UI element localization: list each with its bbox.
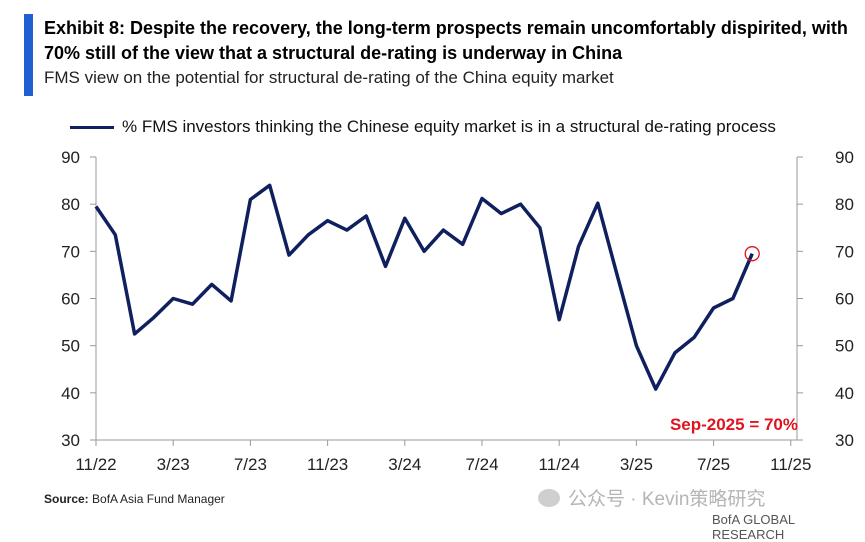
series-line [94,183,754,391]
y-tick-label-left: 60 [61,290,80,309]
x-tick-label: 11/23 [307,455,348,474]
y-tick-label-right: 60 [835,290,854,309]
y-tick-label-left: 70 [61,242,80,261]
y-tick-label-right: 80 [835,195,854,214]
source-text: BofA Asia Fund Manager [92,492,225,506]
x-tick-label: 3/24 [388,455,421,474]
y-tick-label-left: 80 [61,195,80,214]
x-tick-label: 7/25 [697,455,730,474]
chart-annotation: Sep-2025 = 70% [670,415,798,434]
y-tick-label-left: 40 [61,384,80,403]
highlight-marker [744,246,760,262]
source-label: Source: [44,492,89,506]
source-note: Source: BofA Asia Fund Manager [44,492,225,506]
tick-labels: 30 30 40 40 50 50 60 60 70 70 80 80 90 90 11/22 3/23 7/2… [61,148,854,474]
chart-axes [90,156,803,446]
legend-swatch [70,125,114,129]
x-tick-label: 7/24 [465,455,498,474]
x-tick-label: 7/23 [234,455,267,474]
y-tick-label-left: 90 [61,148,80,167]
x-tick-label: 11/22 [75,455,116,474]
y-tick-label-left: 50 [61,337,80,356]
chart-subtitle: FMS view on the potential for structural… [44,68,614,87]
legend: % FMS investors thinking the Chinese equ… [70,117,776,137]
y-tick-label-right: 30 [835,431,854,450]
wechat-icon [538,488,560,507]
brand-text: BofA GLOBAL RESEARCH [712,512,795,542]
x-tick-label: 3/25 [620,455,653,474]
y-tick-label-left: 30 [61,431,80,450]
x-tick-label: 11/24 [539,455,580,474]
chart-title: Exhibit 8: Despite the recovery, the lon… [44,18,848,63]
watermark-text: 公众号 · Kevin策略研究 [568,489,766,510]
y-tick-label-right: 40 [835,384,854,403]
y-tick-label-right: 70 [835,242,854,261]
y-tick-label-right: 50 [835,337,854,356]
legend-label: % FMS investors thinking the Chinese equ… [122,117,776,136]
x-tick-label: 3/23 [157,455,190,474]
x-tick-label: 11/25 [770,455,811,474]
y-tick-label-right: 90 [835,148,854,167]
watermark: 公众号 · Kevin策略研究 [538,484,765,511]
accent-bar [24,14,33,96]
